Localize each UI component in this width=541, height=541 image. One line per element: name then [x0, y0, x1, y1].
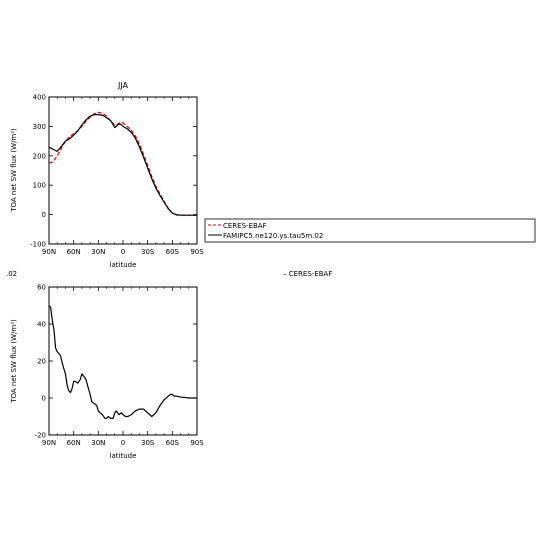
x-tick-label: 90N — [42, 439, 56, 447]
y-tick-label: 100 — [33, 182, 46, 190]
y-axis-label: TOA net SW flux (W/m²) — [10, 319, 18, 404]
plot-frame — [48, 96, 198, 245]
fragment-left-text: .02 — [6, 270, 17, 278]
x-tick-label: 90S — [190, 248, 204, 256]
y-tick-label: -100 — [30, 241, 46, 249]
x-axis-label: latitude — [110, 261, 137, 269]
y-tick-label: 0 — [42, 211, 46, 219]
y-axis-label: TOA net SW flux (W/m²) — [10, 128, 18, 213]
legend: CERES-EBAF FAMIPC5.ne120.ys.tau5m.02 — [204, 218, 536, 243]
x-tick-label: 30N — [91, 439, 105, 447]
x-tick-label: 0 — [121, 439, 125, 447]
y-tick-label: 300 — [33, 123, 46, 131]
series-line-famipc5-ne120-ys-tau5m-02 — [48, 114, 197, 216]
y-tick-label: -20 — [35, 432, 46, 440]
plot-jja: JJA 90N 60N 30N 0 30S 60S 90S 400 300 200 100 0 -100… — [10, 81, 204, 269]
y-tick-label: 60 — [37, 284, 46, 292]
fragment-right-text: – CERES-EBAF — [283, 270, 332, 278]
legend-label-model: FAMIPC5.ne120.ys.tau5m.02 — [223, 232, 323, 240]
x-tick-label: 60N — [67, 248, 81, 256]
x-tick-label: 30S — [141, 439, 155, 447]
y-tick-label: 20 — [37, 358, 46, 366]
y-tick-label: 0 — [42, 395, 46, 403]
series-line-ceres-ebaf — [48, 111, 197, 216]
x-tick-label: 0 — [121, 248, 125, 256]
x-tick-label: 90S — [190, 439, 204, 447]
x-tick-label: 30S — [141, 248, 155, 256]
y-tick-label: 400 — [33, 94, 46, 102]
series-line-difference — [48, 305, 197, 419]
legend-label-ceres: CERES-EBAF — [223, 222, 267, 230]
x-tick-label: 60S — [166, 248, 180, 256]
x-tick-label: 90N — [42, 248, 56, 256]
y-tick-label: 200 — [33, 152, 46, 160]
x-tick-label: 30N — [91, 248, 105, 256]
plot-difference: 90N 60N 30N 0 30S 60S 90S 60 40 20 0 -20 latitude T… — [10, 284, 204, 461]
y-tick-label: 40 — [37, 321, 46, 329]
legend-box — [204, 218, 536, 243]
plot-title: JJA — [117, 81, 129, 90]
x-axis-label: latitude — [110, 452, 137, 460]
x-tick-label: 60S — [166, 439, 180, 447]
x-tick-label: 60N — [67, 439, 81, 447]
plot-frame — [48, 286, 198, 436]
